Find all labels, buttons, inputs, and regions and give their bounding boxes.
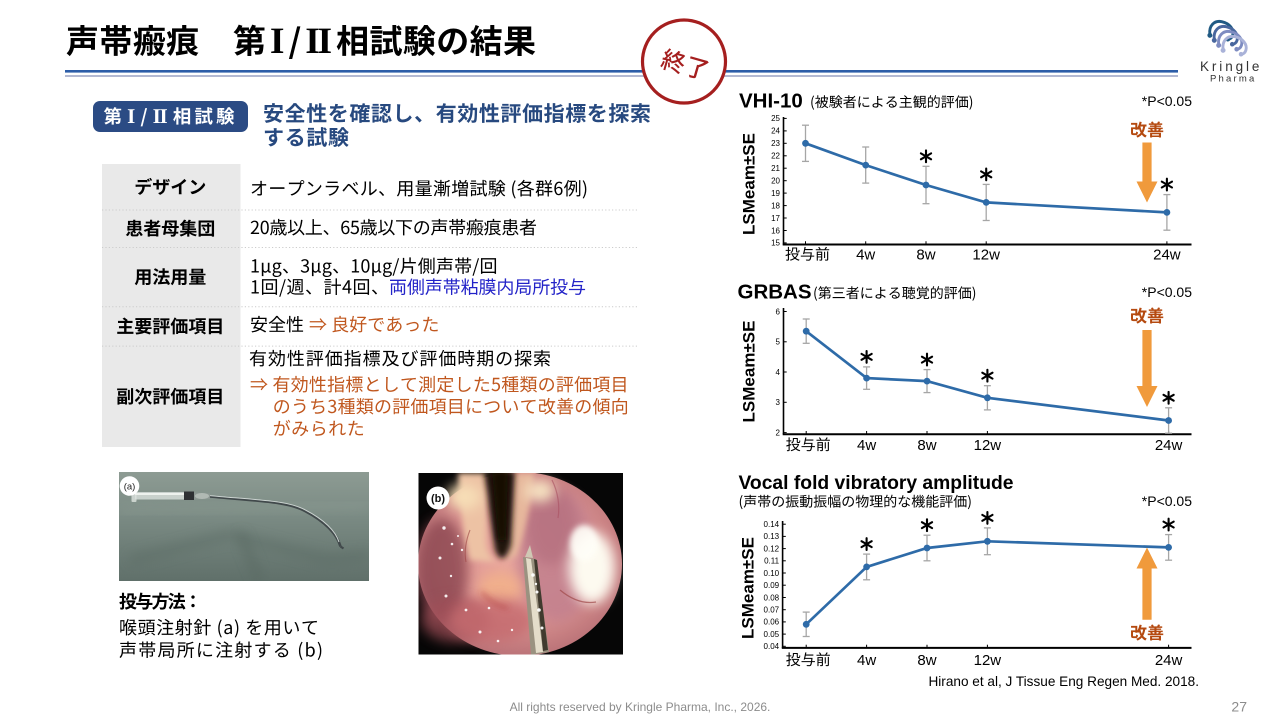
svg-text:*P<0.05: *P<0.05 xyxy=(1142,284,1192,300)
svg-text:24w: 24w xyxy=(1155,652,1183,669)
svg-text:18: 18 xyxy=(771,201,780,210)
svg-text:21: 21 xyxy=(771,164,780,173)
svg-text:VHI-10: VHI-10 xyxy=(739,90,803,113)
svg-text:0.08: 0.08 xyxy=(764,593,780,602)
svg-text:LSMeam±SE: LSMeam±SE xyxy=(739,537,758,639)
svg-text:19: 19 xyxy=(771,189,780,198)
svg-text:27: 27 xyxy=(1231,699,1247,715)
svg-text:4w: 4w xyxy=(857,652,876,669)
svg-text:0.10: 0.10 xyxy=(764,569,780,578)
svg-text:0.12: 0.12 xyxy=(764,544,780,553)
svg-text:0.09: 0.09 xyxy=(764,581,780,590)
svg-text:5: 5 xyxy=(776,338,781,347)
svg-text:0.14: 0.14 xyxy=(764,520,780,529)
svg-text:24w: 24w xyxy=(1155,437,1183,454)
svg-text:(a): (a) xyxy=(124,482,136,493)
svg-text:0.04: 0.04 xyxy=(764,642,780,651)
svg-text:20: 20 xyxy=(771,177,780,186)
svg-text:*P<0.05: *P<0.05 xyxy=(1142,493,1192,509)
svg-text:Vocal fold vibratory amplitude: Vocal fold vibratory amplitude xyxy=(739,473,1014,494)
svg-text:0.13: 0.13 xyxy=(764,532,780,541)
svg-text:GRBAS: GRBAS xyxy=(738,281,812,304)
svg-text:8w: 8w xyxy=(917,437,936,454)
svg-text:Pharma: Pharma xyxy=(1210,74,1256,85)
svg-text:23: 23 xyxy=(771,139,780,148)
svg-text:0.11: 0.11 xyxy=(764,557,780,566)
svg-text:0.05: 0.05 xyxy=(764,630,780,639)
svg-text:16: 16 xyxy=(771,226,780,235)
svg-text:12w: 12w xyxy=(974,652,1002,669)
svg-text:(b): (b) xyxy=(431,493,445,505)
svg-text:4w: 4w xyxy=(857,437,876,454)
svg-text:All rights reserved by Kringle: All rights reserved by Kringle Pharma, I… xyxy=(510,700,771,714)
svg-text:15: 15 xyxy=(771,239,780,248)
svg-text:6: 6 xyxy=(776,307,781,316)
svg-text:LSMeam±SE: LSMeam±SE xyxy=(740,133,759,235)
svg-text:8w: 8w xyxy=(917,652,936,669)
svg-text:17: 17 xyxy=(771,214,780,223)
svg-text:4w: 4w xyxy=(856,247,875,264)
svg-text:0.06: 0.06 xyxy=(764,618,780,627)
svg-text:*P<0.05: *P<0.05 xyxy=(1142,93,1192,109)
svg-text:4: 4 xyxy=(776,368,781,377)
svg-text:Kringle: Kringle xyxy=(1200,59,1262,74)
svg-text:0.07: 0.07 xyxy=(764,606,780,615)
svg-text:2: 2 xyxy=(776,428,781,437)
svg-text:Hirano et al, J Tissue Eng Reg: Hirano et al, J Tissue Eng Regen Med. 20… xyxy=(928,674,1199,689)
svg-text:3: 3 xyxy=(776,398,781,407)
svg-text:12w: 12w xyxy=(974,437,1002,454)
svg-text:LSMeam±SE: LSMeam±SE xyxy=(740,321,759,423)
svg-text:24w: 24w xyxy=(1153,247,1181,264)
svg-text:25: 25 xyxy=(771,114,780,123)
svg-text:12w: 12w xyxy=(972,247,1000,264)
svg-text:22: 22 xyxy=(771,152,780,161)
svg-text:8w: 8w xyxy=(916,247,935,264)
svg-text:24: 24 xyxy=(771,127,780,136)
